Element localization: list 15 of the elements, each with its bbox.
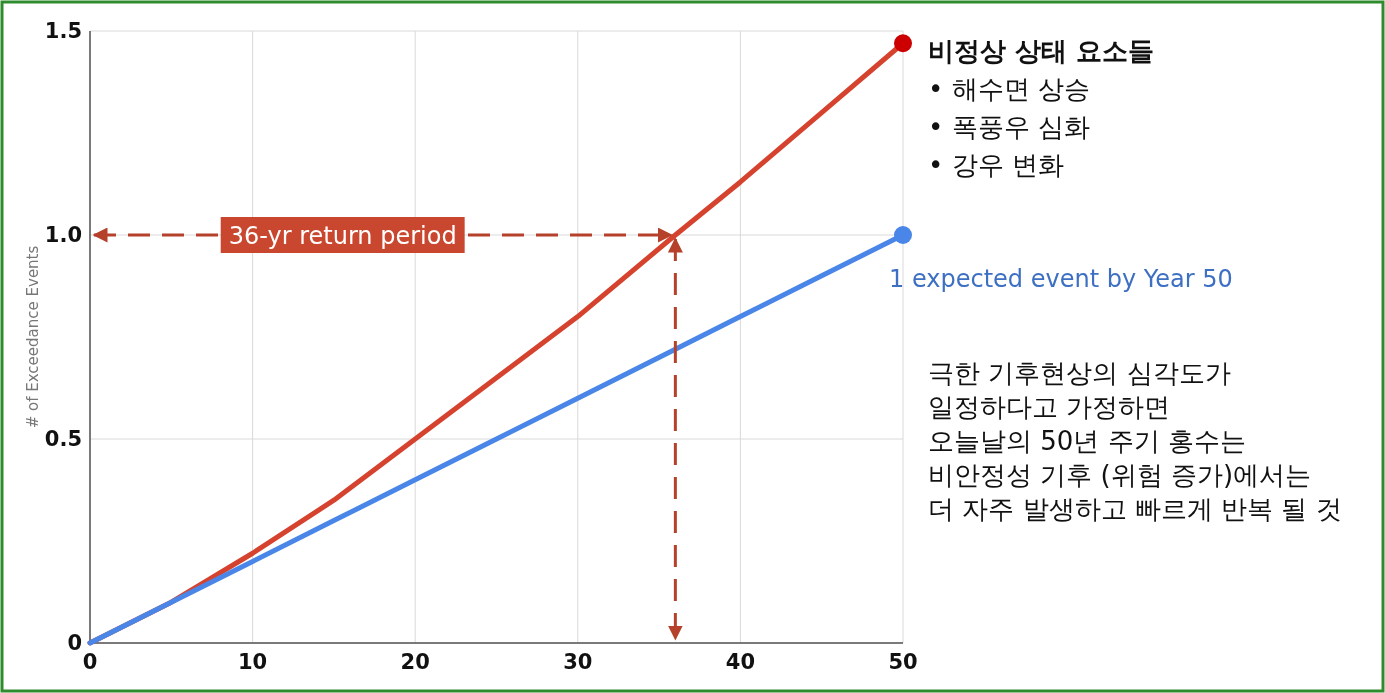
x-tick-label: 20: [400, 650, 430, 674]
y-tick-label: 1.0: [44, 223, 82, 247]
x-tick-label: 40: [725, 650, 756, 674]
x-tick-label: 30: [563, 650, 593, 674]
y-tick-label: 0.5: [44, 427, 82, 451]
ref-line-label: 36-yr return period: [228, 222, 457, 250]
x-tick-label: 50: [888, 650, 918, 674]
y-tick-label: 1.5: [44, 19, 82, 43]
x-tick-label: 10: [237, 650, 268, 674]
text: 비정상 상태 요소들 • 해수면 상승 • 폭풍우 심화 • 강우 변화: [928, 36, 1155, 180]
text: 극한 기후현상의 심각도가 일정하다고 가정하면 오늘날의 50년 주기 홍수는 비안정성 기후 (위험 증가)에서는 더 자주 발생하고 빠르게 반복 될 것: [928, 358, 1342, 524]
annotation: 1 expected event by Year 50: [889, 265, 1233, 293]
y-axis-title: # of Exceedance Events: [24, 245, 42, 429]
y-tick-label: 0: [67, 631, 82, 655]
x-tick-label: 0: [82, 650, 98, 674]
